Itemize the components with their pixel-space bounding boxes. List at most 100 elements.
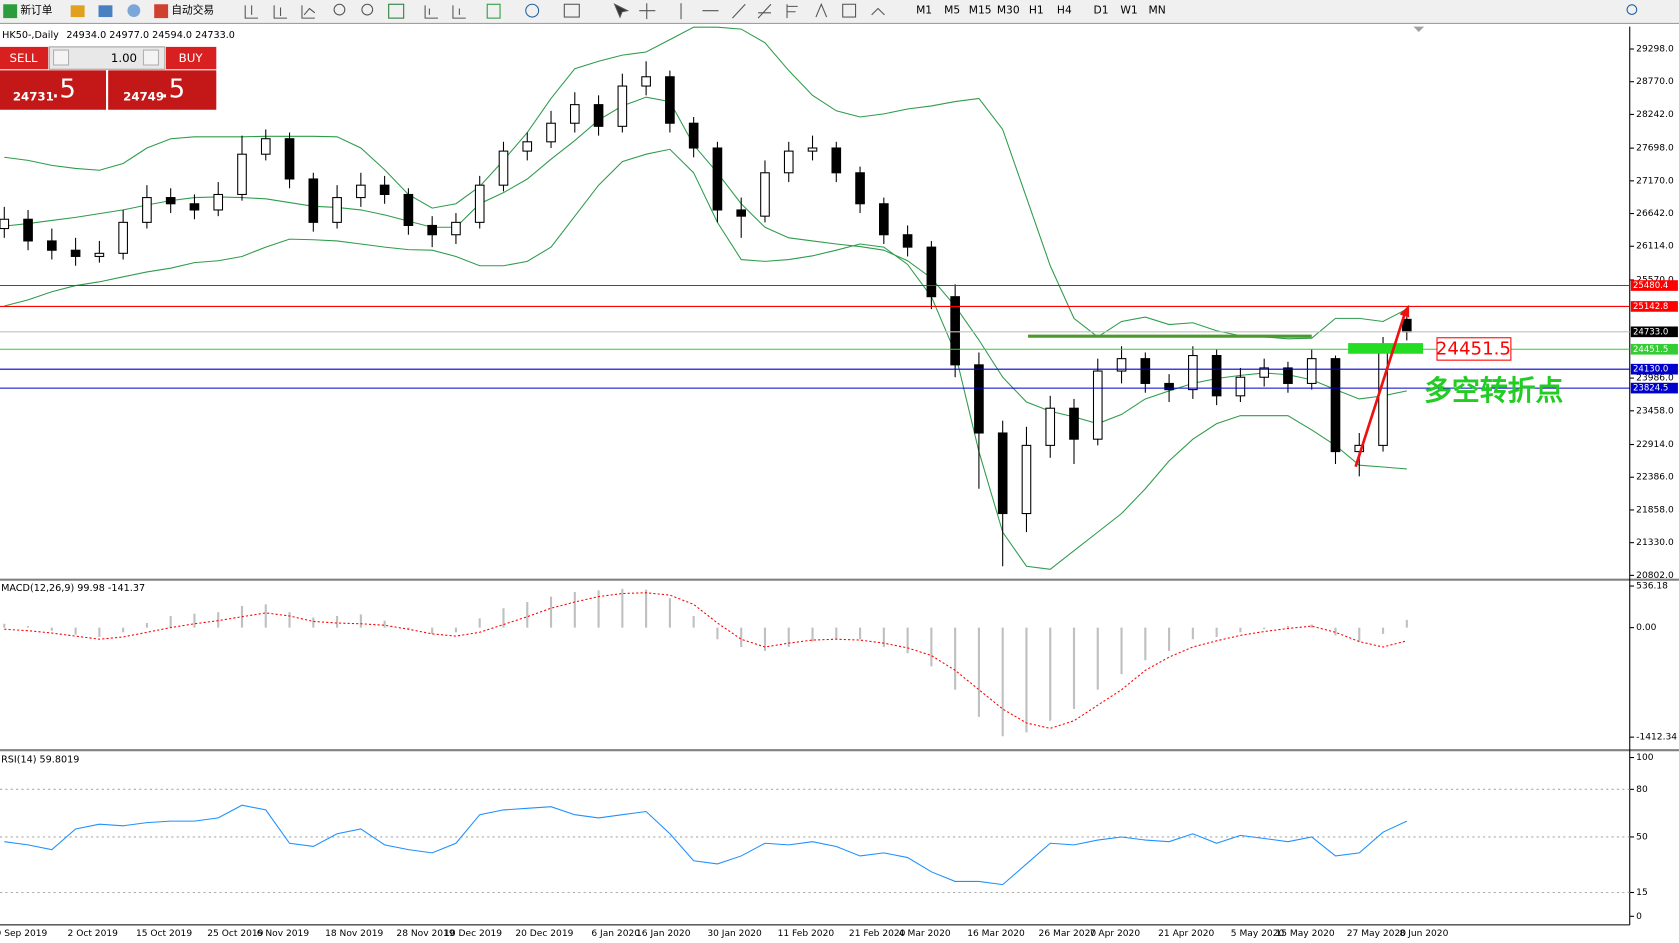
- buy-button[interactable]: [165, 46, 217, 70]
- icon[interactable]: [301, 5, 316, 19]
- y-tick-label: 22386.0: [1636, 473, 1674, 483]
- icon[interactable]: [244, 5, 259, 19]
- annotation: 多空转折点: [1424, 374, 1563, 407]
- y-tick-label: 50: [1636, 832, 1648, 842]
- x-tick-label: 21 Apr 2020: [1158, 929, 1214, 939]
- candle-body: [260, 138, 271, 155]
- icon[interactable]: [98, 5, 113, 18]
- arrow-icon[interactable]: [871, 7, 885, 16]
- timeframe-button[interactable]: M5: [944, 4, 960, 17]
- icon[interactable]: [563, 3, 580, 18]
- icon[interactable]: [486, 3, 501, 19]
- lot-value[interactable]: 1.00: [111, 51, 137, 65]
- icon[interactable]: [333, 3, 346, 16]
- lot-up[interactable]: [142, 49, 160, 66]
- y-tick-label: 80: [1636, 785, 1648, 795]
- callout-label: 24451.5: [1436, 339, 1511, 360]
- icon[interactable]: [424, 5, 438, 19]
- lot-down[interactable]: [53, 49, 70, 66]
- x-tick-label: 28 Nov 2019: [396, 929, 454, 939]
- sell-price-box[interactable]: [0, 70, 107, 110]
- crosshair-icon[interactable]: [639, 3, 656, 20]
- x-tick-label: 6 Nov 2019: [257, 929, 310, 939]
- sell-button[interactable]: [0, 46, 49, 70]
- x-tick-label: 9 Sep 2019: [0, 929, 48, 939]
- bollinger-upper: [4, 26, 1408, 340]
- y-tick-label: 20802.0: [1636, 571, 1674, 581]
- x-tick-label: 16 Jan 2020: [636, 929, 691, 939]
- candle-body: [0, 218, 10, 230]
- timeframe-button[interactable]: D1: [1093, 4, 1108, 17]
- trendline-icon[interactable]: [732, 3, 746, 19]
- price-level-label: 24451.5: [1633, 345, 1668, 355]
- price-level-label: 24130.0: [1633, 365, 1668, 375]
- candle-body: [1283, 367, 1293, 384]
- candle-body: [308, 178, 319, 223]
- timeframe-button[interactable]: W1: [1120, 4, 1137, 17]
- icon[interactable]: [273, 5, 287, 19]
- candle-body: [736, 209, 747, 217]
- candle-body: [70, 249, 81, 257]
- price-level-tag: [1630, 326, 1678, 338]
- icon[interactable]: [127, 4, 141, 18]
- timeframe-button[interactable]: H1: [1029, 4, 1044, 17]
- icon[interactable]: [525, 3, 540, 18]
- candle-body: [1330, 358, 1341, 453]
- x-tick-label: 5 May 2020: [1231, 929, 1285, 939]
- new-order-icon[interactable]: [3, 4, 18, 19]
- auto-trading-icon[interactable]: [154, 4, 169, 19]
- candle-body: [165, 197, 176, 205]
- candle-body: [1306, 358, 1317, 384]
- macd-title: MACD(12,26,9) 99.98 -141.37: [1, 583, 145, 594]
- macd-signal: [4, 592, 1407, 729]
- lot-field[interactable]: [48, 46, 166, 70]
- chart-title: HK50-,Daily: [2, 30, 59, 41]
- y-tick-label: 22914.0: [1636, 440, 1674, 450]
- y-tick-label: 26114.0: [1636, 242, 1674, 252]
- price-level-tag: [1630, 363, 1678, 375]
- x-tick-label: 21 Feb 2020: [849, 929, 906, 939]
- candle-body: [855, 172, 865, 205]
- y-tick-label: 27170.0: [1636, 176, 1674, 186]
- icon[interactable]: [388, 3, 405, 19]
- cursor-icon[interactable]: [613, 3, 630, 19]
- search-icon[interactable]: [1626, 4, 1638, 15]
- timeframe-button[interactable]: H4: [1057, 4, 1072, 17]
- x-tick-label: 25 Oct 2019: [207, 929, 263, 939]
- y-tick-label: 21330.0: [1636, 538, 1674, 548]
- candle-body: [1092, 370, 1103, 440]
- timeframe-button[interactable]: M1: [916, 4, 932, 17]
- shift-marker: [1413, 26, 1425, 32]
- candle-body: [902, 234, 913, 248]
- candle-body: [974, 364, 984, 434]
- y-tick-label: 15: [1636, 888, 1648, 898]
- timeframe-button[interactable]: M15: [969, 4, 992, 17]
- y-tick-label: 28770.0: [1636, 77, 1674, 87]
- candle-body: [451, 221, 461, 236]
- buy-price-box[interactable]: [108, 70, 217, 110]
- sell-label[interactable]: SELL: [10, 51, 38, 65]
- y-tick-label: 28242.0: [1636, 110, 1674, 120]
- icon[interactable]: [452, 5, 466, 19]
- buy-price[interactable]: 24749: [123, 89, 164, 103]
- fibo-icon[interactable]: [786, 4, 798, 19]
- timeframe-button[interactable]: MN: [1148, 4, 1165, 17]
- buy-price-pips[interactable]: .5: [161, 75, 186, 105]
- timeframe-button[interactable]: M30: [997, 4, 1020, 17]
- sell-price-pips[interactable]: .5: [51, 75, 76, 105]
- sell-price[interactable]: 24731: [13, 89, 54, 103]
- y-tick-label: 23986.0: [1636, 374, 1674, 384]
- auto-trading-button[interactable]: 自动交易: [171, 4, 214, 17]
- icon[interactable]: [361, 3, 374, 16]
- text-icon[interactable]: [815, 2, 828, 18]
- y-tick-label: -1412.34: [1636, 733, 1677, 743]
- label-icon[interactable]: [842, 3, 857, 18]
- candle-body: [1401, 318, 1412, 333]
- icon[interactable]: [70, 5, 85, 18]
- x-tick-label: 11 Feb 2020: [778, 929, 835, 939]
- candle-body: [641, 76, 651, 87]
- channel-icon[interactable]: [757, 3, 772, 19]
- buy-label[interactable]: BUY: [179, 51, 204, 65]
- candle-body: [997, 432, 1008, 515]
- new-order-button[interactable]: 新订单: [20, 4, 52, 17]
